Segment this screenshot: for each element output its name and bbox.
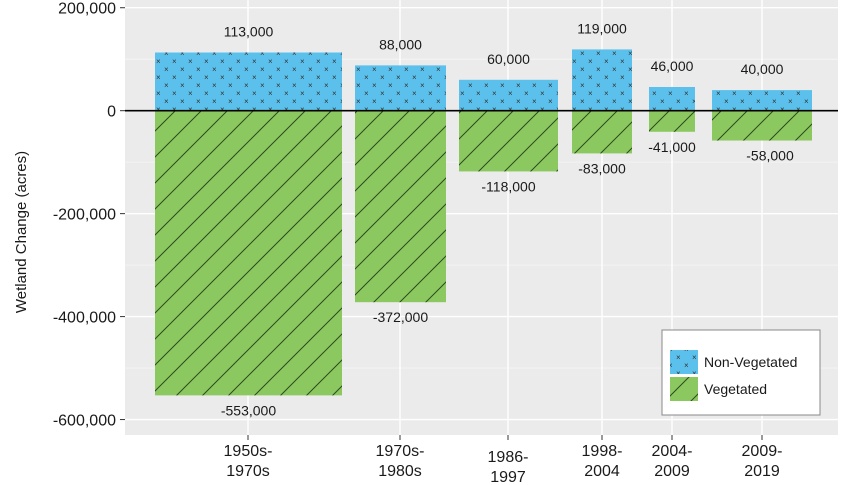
data-labels: 113,000 88,000 60,000 119,000 46,000 40,000 -5…: [221, 20, 794, 418]
x-tick-label-0: 1950s-1970s: [224, 443, 273, 480]
data-label-positive-4: 46,000: [651, 58, 694, 74]
legend-label-non-vegetated: Non-Vegetated: [704, 354, 797, 370]
data-label-positive-3: 119,000: [577, 20, 627, 36]
data-label-negative-1: -372,000: [373, 309, 428, 325]
bar-pattern-non-vegetated-5: [712, 90, 812, 111]
y-tick-label-4: -600,000: [53, 413, 116, 430]
legend-swatch-non-vegetated-pattern: [670, 350, 698, 374]
y-tick-label-2: -200,000: [53, 207, 116, 224]
bar-pattern-vegetated-0: [155, 110, 342, 396]
bar-pattern-non-vegetated-2: [459, 79, 558, 111]
data-label-negative-0: -553,000: [221, 402, 276, 418]
legend-item-vegetated: Vegetated: [670, 377, 767, 401]
data-label-negative-3: -83,000: [578, 160, 626, 176]
bar-pattern-non-vegetated-4: [649, 87, 695, 111]
y-tick-label-1: 0: [107, 104, 116, 121]
bar-pattern-vegetated-2: [459, 110, 558, 172]
x-tick-label-2: 1986-1997: [488, 449, 529, 485]
legend: Non-Vegetated Vegetated: [661, 329, 821, 416]
bar-pattern-vegetated-1: [355, 110, 446, 303]
bar-pattern-vegetated-5: [712, 110, 812, 141]
legend-label-vegetated: Vegetated: [704, 381, 767, 397]
data-label-negative-4: -41,000: [648, 139, 696, 155]
data-label-positive-1: 88,000: [379, 36, 422, 52]
bar-pattern-non-vegetated-3: [572, 49, 632, 111]
x-tick-label-3: 1998-2004: [582, 443, 623, 480]
y-tick-label-0: 200,000: [58, 1, 116, 18]
y-tick-label-3: -400,000: [53, 310, 116, 327]
x-axis-ticks: 1950s-1970s 1970s-1980s 1986-1997 1998-2004…: [224, 435, 783, 485]
data-label-negative-2: -118,000: [481, 178, 535, 194]
data-label-positive-2: 60,000: [487, 51, 530, 67]
bar-pattern-non-vegetated-0: [155, 52, 342, 111]
data-label-positive-0: 113,000: [224, 24, 274, 40]
bar-pattern-vegetated-4: [649, 110, 695, 132]
data-label-negative-5: -58,000: [746, 148, 794, 164]
y-axis-title: Wetland Change (acres): [13, 151, 30, 313]
x-tick-label-1: 1970s-1980s: [376, 443, 425, 480]
bar-pattern-non-vegetated-1: [355, 65, 446, 111]
bar-pattern-vegetated-3: [572, 110, 632, 154]
x-tick-label-5: 2009-2019: [742, 443, 783, 480]
legend-swatch-vegetated-pattern: [670, 377, 698, 401]
bars: [155, 49, 812, 396]
y-axis-ticks: 200,000 0 -200,000 -400,000 -600,000: [53, 1, 125, 430]
data-label-positive-5: 40,000: [741, 61, 784, 77]
x-tick-label-4: 2004-2009: [652, 443, 693, 480]
legend-item-non-vegetated: Non-Vegetated: [670, 350, 797, 374]
